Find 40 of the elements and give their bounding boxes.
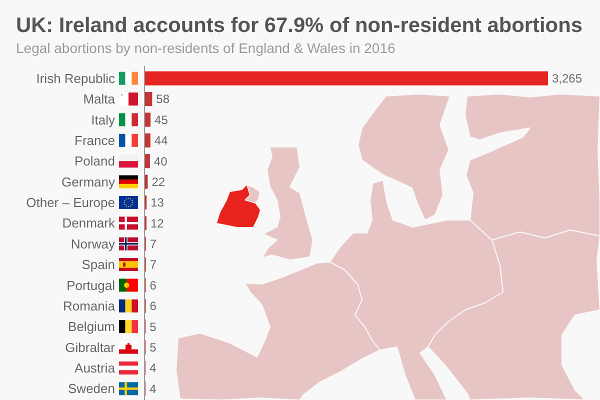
data-label: 5: [150, 320, 157, 334]
y-tick-label: Belgium: [68, 319, 115, 334]
y-tick-label: Germany: [62, 174, 116, 190]
data-label: 5: [150, 340, 157, 354]
y-tick-label: Romania: [62, 298, 116, 314]
data-label: 58: [156, 92, 170, 106]
chart-subtitle: Legal abortions by non-residents of England & Wales in 2016: [16, 40, 396, 56]
data-label: 45: [154, 112, 168, 127]
chart-title: UK: Ireland accounts for 67.9% of non-resident abortions: [16, 14, 582, 37]
data-label: 6: [150, 299, 157, 314]
bar: [145, 154, 150, 168]
data-label: 44: [154, 134, 168, 148]
data-label: 40: [154, 154, 168, 168]
data-label: 4: [149, 382, 156, 396]
data-label: 4: [149, 361, 156, 376]
data-label: 7: [150, 258, 157, 272]
y-tick-label: Poland: [74, 154, 115, 169]
bar: [145, 133, 150, 148]
y-tick-label: Norway: [70, 236, 116, 252]
y-tick-label: Sweden: [68, 381, 115, 396]
bar: [145, 112, 151, 127]
y-tick-label: Portugal: [66, 278, 116, 293]
data-label: 12: [150, 216, 164, 230]
data-label: 13: [150, 196, 164, 210]
y-tick-label: Austria: [74, 360, 116, 376]
bar: [145, 92, 152, 106]
y-tick-label: Italy: [91, 112, 116, 128]
y-tick-label: France: [74, 132, 115, 148]
data-label: 7: [150, 237, 157, 252]
y-tick-label: Malta: [83, 92, 116, 107]
data-label: 3,265: [552, 72, 582, 86]
bar: [145, 174, 148, 189]
bar: [145, 71, 548, 86]
y-tick-label: Irish Republic: [36, 70, 116, 86]
y-tick-label: Spain: [82, 257, 115, 272]
data-label: 22: [152, 174, 166, 189]
y-tick-label: Gibraltar: [65, 340, 116, 355]
y-tick-label: Denmark: [62, 216, 116, 231]
data-label: 6: [150, 278, 157, 292]
y-tick-label: Other – Europe: [26, 195, 115, 210]
